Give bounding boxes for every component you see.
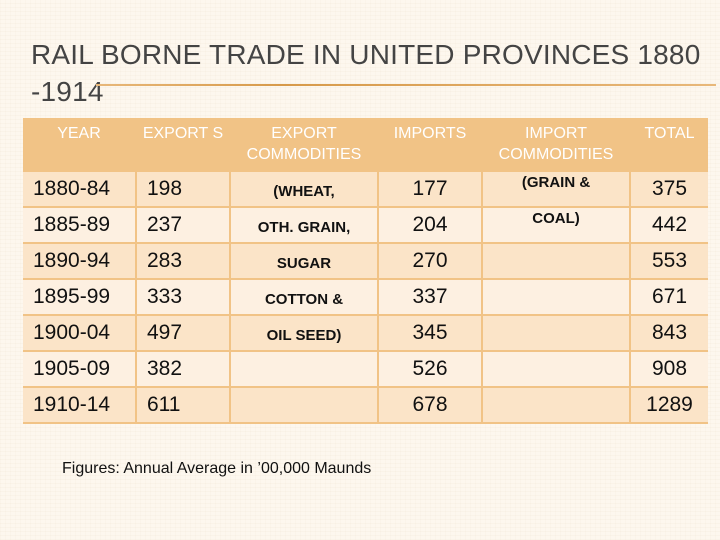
header-exports: EXPORT S — [142, 125, 224, 142]
exports-cell: 283 — [137, 244, 229, 278]
imports-cell: 526 — [379, 352, 481, 386]
header-export-commodities: EXPORT COMMODITIES — [246, 125, 362, 163]
import-commodity-cell — [483, 280, 629, 314]
year-cell: 1885-89 — [23, 208, 135, 242]
year-cell: 1905-09 — [23, 352, 135, 386]
footnote: Figures: Annual Average in ’00,000 Maund… — [62, 460, 372, 477]
import-commodity-cell — [483, 352, 629, 386]
imports-cell: 177 — [379, 172, 481, 206]
exports-cell: 611 — [137, 388, 229, 422]
total-cell: 553 — [631, 244, 708, 278]
slide-title: RAIL BORNE TRADE IN UNITED PROVINCES 188… — [31, 39, 701, 107]
total-cell: 671 — [631, 280, 708, 314]
import-commodity-cell — [483, 316, 629, 350]
year-cell: 1890-94 — [23, 244, 135, 278]
exports-cell: 382 — [137, 352, 229, 386]
export-commodity-cell — [231, 352, 377, 386]
import-commodity-cell — [483, 388, 629, 422]
total-cell: 1289 — [631, 388, 708, 422]
imports-cell: 337 — [379, 280, 481, 314]
header-year: YEAR — [57, 125, 101, 142]
total-cell: 375 — [631, 172, 708, 206]
header-imports: IMPORTS — [393, 125, 467, 142]
export-commodity-cell: OTH. GRAIN, — [231, 208, 377, 242]
total-cell: 442 — [631, 208, 708, 242]
exports-cell: 333 — [137, 280, 229, 314]
export-commodity-cell: COTTON & — [231, 280, 377, 314]
import-commodity-cell — [483, 244, 629, 278]
year-cell: 1900-04 — [23, 316, 135, 350]
total-cell: 908 — [631, 352, 708, 386]
year-cell: 1880-84 — [23, 172, 135, 206]
title-underline — [96, 84, 716, 86]
header-total: TOTAL — [644, 125, 695, 142]
export-commodity-cell: SUGAR — [231, 244, 377, 278]
trade-table: YEAR EXPORT S EXPORT COMMODITIES IMPORTS… — [23, 118, 708, 424]
exports-cell: 198 — [137, 172, 229, 206]
imports-cell: 345 — [379, 316, 481, 350]
import-commodity-cell: (GRAIN & — [483, 172, 629, 206]
import-commodity-cell: COAL) — [483, 208, 629, 242]
header-import-commodities: IMPORT COMMODITIES — [498, 125, 614, 163]
year-cell: 1910-14 — [23, 388, 135, 422]
total-cell: 843 — [631, 316, 708, 350]
export-commodity-cell — [231, 388, 377, 422]
export-commodity-cell: (WHEAT, — [231, 172, 377, 206]
imports-cell: 678 — [379, 388, 481, 422]
year-cell: 1895-99 — [23, 280, 135, 314]
exports-cell: 497 — [137, 316, 229, 350]
imports-cell: 270 — [379, 244, 481, 278]
exports-cell: 237 — [137, 208, 229, 242]
export-commodity-cell: OIL SEED) — [231, 316, 377, 350]
imports-cell: 204 — [379, 208, 481, 242]
